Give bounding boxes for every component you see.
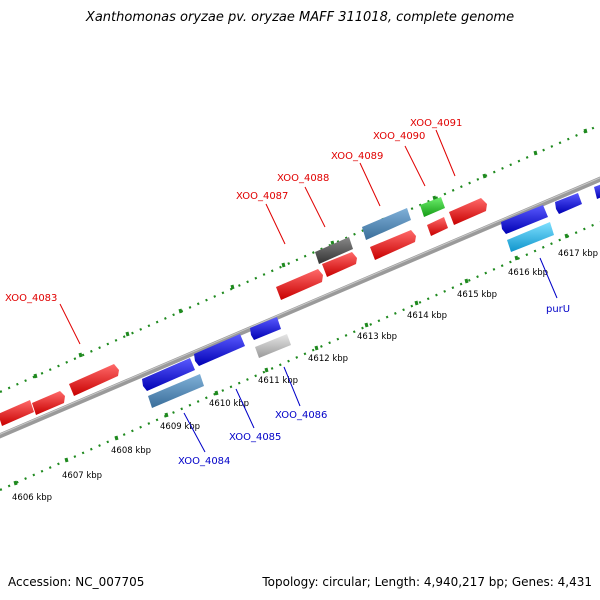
gene-label[interactable]: XOO_4088 <box>277 173 329 184</box>
tick-label: 4608 kbp <box>111 446 151 456</box>
gene-label[interactable]: XOO_4086 <box>275 410 327 421</box>
gene-arrow-blue[interactable] <box>194 334 245 366</box>
gene-box-green[interactable] <box>420 197 445 217</box>
gene-arrow-blue[interactable] <box>555 193 582 214</box>
gene-arrow-red[interactable] <box>427 217 448 236</box>
tick-label: 4611 kbp <box>258 376 298 386</box>
forward-gene-labels: XOO_4083 XOO_4087 XOO_4088 XOO_4089 XOO_… <box>5 118 462 304</box>
gene-arrow-red[interactable] <box>0 400 34 426</box>
gene-label[interactable]: XOO_4085 <box>229 432 281 443</box>
genome-summary: Topology: circular; Length: 4,940,217 bp… <box>262 575 592 589</box>
reverse-gene-labels: XOO_4084 XOO_4085 XOO_4086 purU <box>178 304 570 467</box>
gene-box-steelblue[interactable] <box>362 208 411 240</box>
tick-label: 4606 kbp <box>12 493 52 503</box>
gene-arrow-blue[interactable] <box>501 205 548 234</box>
forward-ruler-ticks <box>33 128 588 379</box>
gene-label[interactable]: XOO_4089 <box>331 151 383 162</box>
gene-arrow-red[interactable] <box>32 391 65 415</box>
gene-label[interactable]: XOO_4090 <box>373 131 425 142</box>
gene-label[interactable]: XOO_4084 <box>178 456 230 467</box>
gene-arrow-red[interactable] <box>449 198 487 225</box>
gene-arrow-blue[interactable] <box>250 317 281 340</box>
reverse-label-leaders <box>183 257 558 453</box>
gene-arrow-blue[interactable] <box>594 184 600 199</box>
gene-arrow-red[interactable] <box>370 230 416 260</box>
tick-label: 4615 kbp <box>457 290 497 300</box>
tick-label: 4610 kbp <box>209 399 249 409</box>
gene-label[interactable]: XOO_4091 <box>410 118 462 129</box>
gene-label[interactable]: purU <box>546 304 570 315</box>
forward-genes <box>0 197 487 426</box>
gene-box-steelblue[interactable] <box>148 374 204 408</box>
gene-box-cyan[interactable] <box>507 222 554 252</box>
gene-arrow-red[interactable] <box>322 252 357 277</box>
gene-arrow-blue[interactable] <box>142 358 195 391</box>
tick-label: 4607 kbp <box>62 471 102 481</box>
gene-arrow-red[interactable] <box>69 364 119 396</box>
genome-backbone-highlight <box>0 177 600 435</box>
accession-label: Accession: NC_007705 <box>8 575 145 589</box>
gene-label[interactable]: XOO_4083 <box>5 293 57 304</box>
forward-label-leaders <box>59 129 456 345</box>
tick-label: 4617 kbp <box>558 249 598 259</box>
reverse-genes <box>142 184 600 408</box>
kbp-tick-labels: 4606 kbp 4607 kbp 4608 kbp 4609 kbp 4610… <box>12 249 598 503</box>
page-title: Xanthomonas oryzae pv. oryzae MAFF 31101… <box>85 10 515 25</box>
tick-label: 4612 kbp <box>308 354 348 364</box>
gene-box-darkgray[interactable] <box>315 237 353 264</box>
reverse-ruler-ticks <box>13 233 569 486</box>
tick-label: 4613 kbp <box>357 332 397 342</box>
gene-box-silver[interactable] <box>255 334 291 358</box>
tick-label: 4614 kbp <box>407 311 447 321</box>
tick-label: 4616 kbp <box>508 268 548 278</box>
forward-ruler <box>0 123 600 394</box>
reverse-ruler <box>0 220 600 492</box>
gene-arrow-red[interactable] <box>276 269 323 300</box>
genome-backbone <box>0 176 600 439</box>
tick-label: 4609 kbp <box>160 422 200 432</box>
gene-label[interactable]: XOO_4087 <box>236 191 288 202</box>
